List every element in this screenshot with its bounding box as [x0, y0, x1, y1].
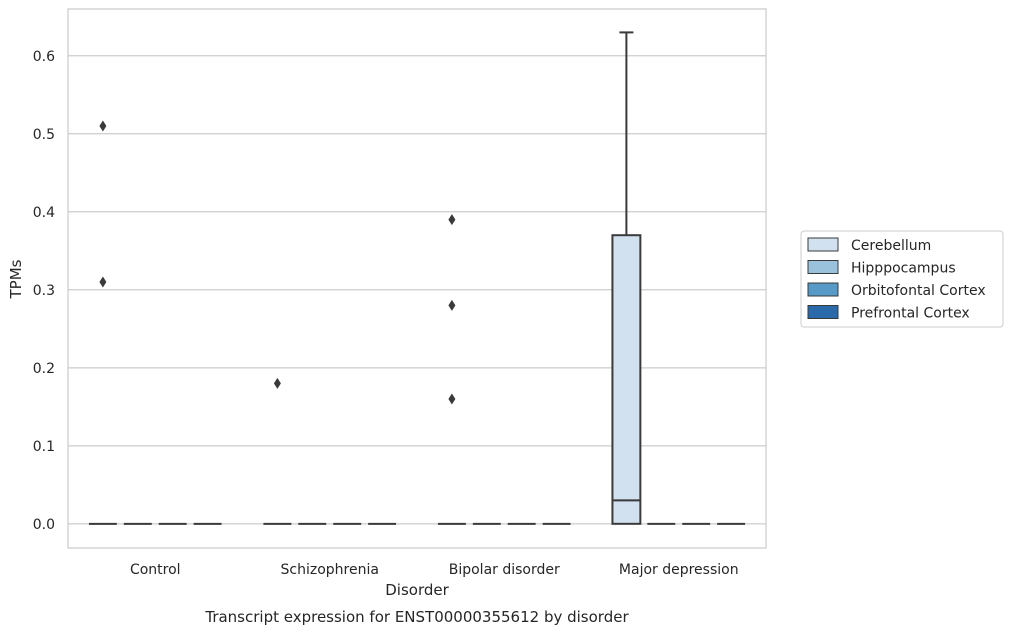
- y-axis-ticks: 0.0 0.1 0.2 0.3 0.4 0.5 0.6: [33, 49, 55, 533]
- legend-swatch: [807, 305, 839, 319]
- y-tick-label: 0.0: [33, 517, 55, 533]
- x-axis-label: Disorder: [385, 581, 449, 599]
- grid-lines: [68, 55, 766, 525]
- box-cerebellum-bipolar-disorder: [437, 214, 466, 525]
- box-cerebellum-major-depression: [611, 31, 642, 525]
- y-tick-label: 0.4: [33, 205, 55, 221]
- legend-swatch: [807, 282, 839, 297]
- legend-swatch: [807, 237, 839, 252]
- box-plot-marks: [88, 31, 746, 525]
- x-tick-label: Schizophrenia: [281, 562, 379, 578]
- plot-frame: [67, 8, 767, 549]
- legend-label: Cerebellum: [851, 238, 931, 254]
- legend-label: Orbitofontal Cortex: [851, 283, 986, 299]
- y-tick-label: 0.3: [33, 283, 55, 299]
- legend-label: Hipppocampus: [851, 261, 956, 277]
- box-cerebellum-control: [88, 120, 117, 525]
- x-axis-ticks: Control Schizophrenia Bipolar disorder Majo…: [130, 562, 739, 578]
- outlier-point: [448, 214, 456, 226]
- legend-swatch: [807, 260, 839, 274]
- y-tick-label: 0.5: [33, 127, 55, 143]
- y-axis-label: TPMs: [7, 259, 25, 299]
- x-tick-label: Bipolar disorder: [449, 562, 560, 578]
- x-tick-label: Control: [130, 562, 181, 578]
- box-body: [611, 234, 642, 525]
- outlier-point: [99, 276, 107, 288]
- figure-caption: Transcript expression for ENST0000035561…: [204, 608, 629, 626]
- y-tick-label: 0.6: [33, 49, 55, 65]
- box-cerebellum-schizophrenia: [263, 377, 292, 525]
- legend-label: Prefrontal Cortex: [851, 306, 970, 322]
- legend-frame: [800, 230, 1004, 328]
- x-tick-label: Major depression: [619, 562, 739, 578]
- outlier-point: [99, 120, 107, 132]
- outlier-point: [273, 377, 281, 389]
- legend: Cerebellum Hipppocampus Orbitofontal Corte…: [800, 230, 1004, 328]
- outlier-point: [448, 393, 456, 405]
- outlier-point: [448, 299, 456, 311]
- y-tick-label: 0.2: [33, 361, 55, 377]
- y-tick-label: 0.1: [33, 439, 55, 455]
